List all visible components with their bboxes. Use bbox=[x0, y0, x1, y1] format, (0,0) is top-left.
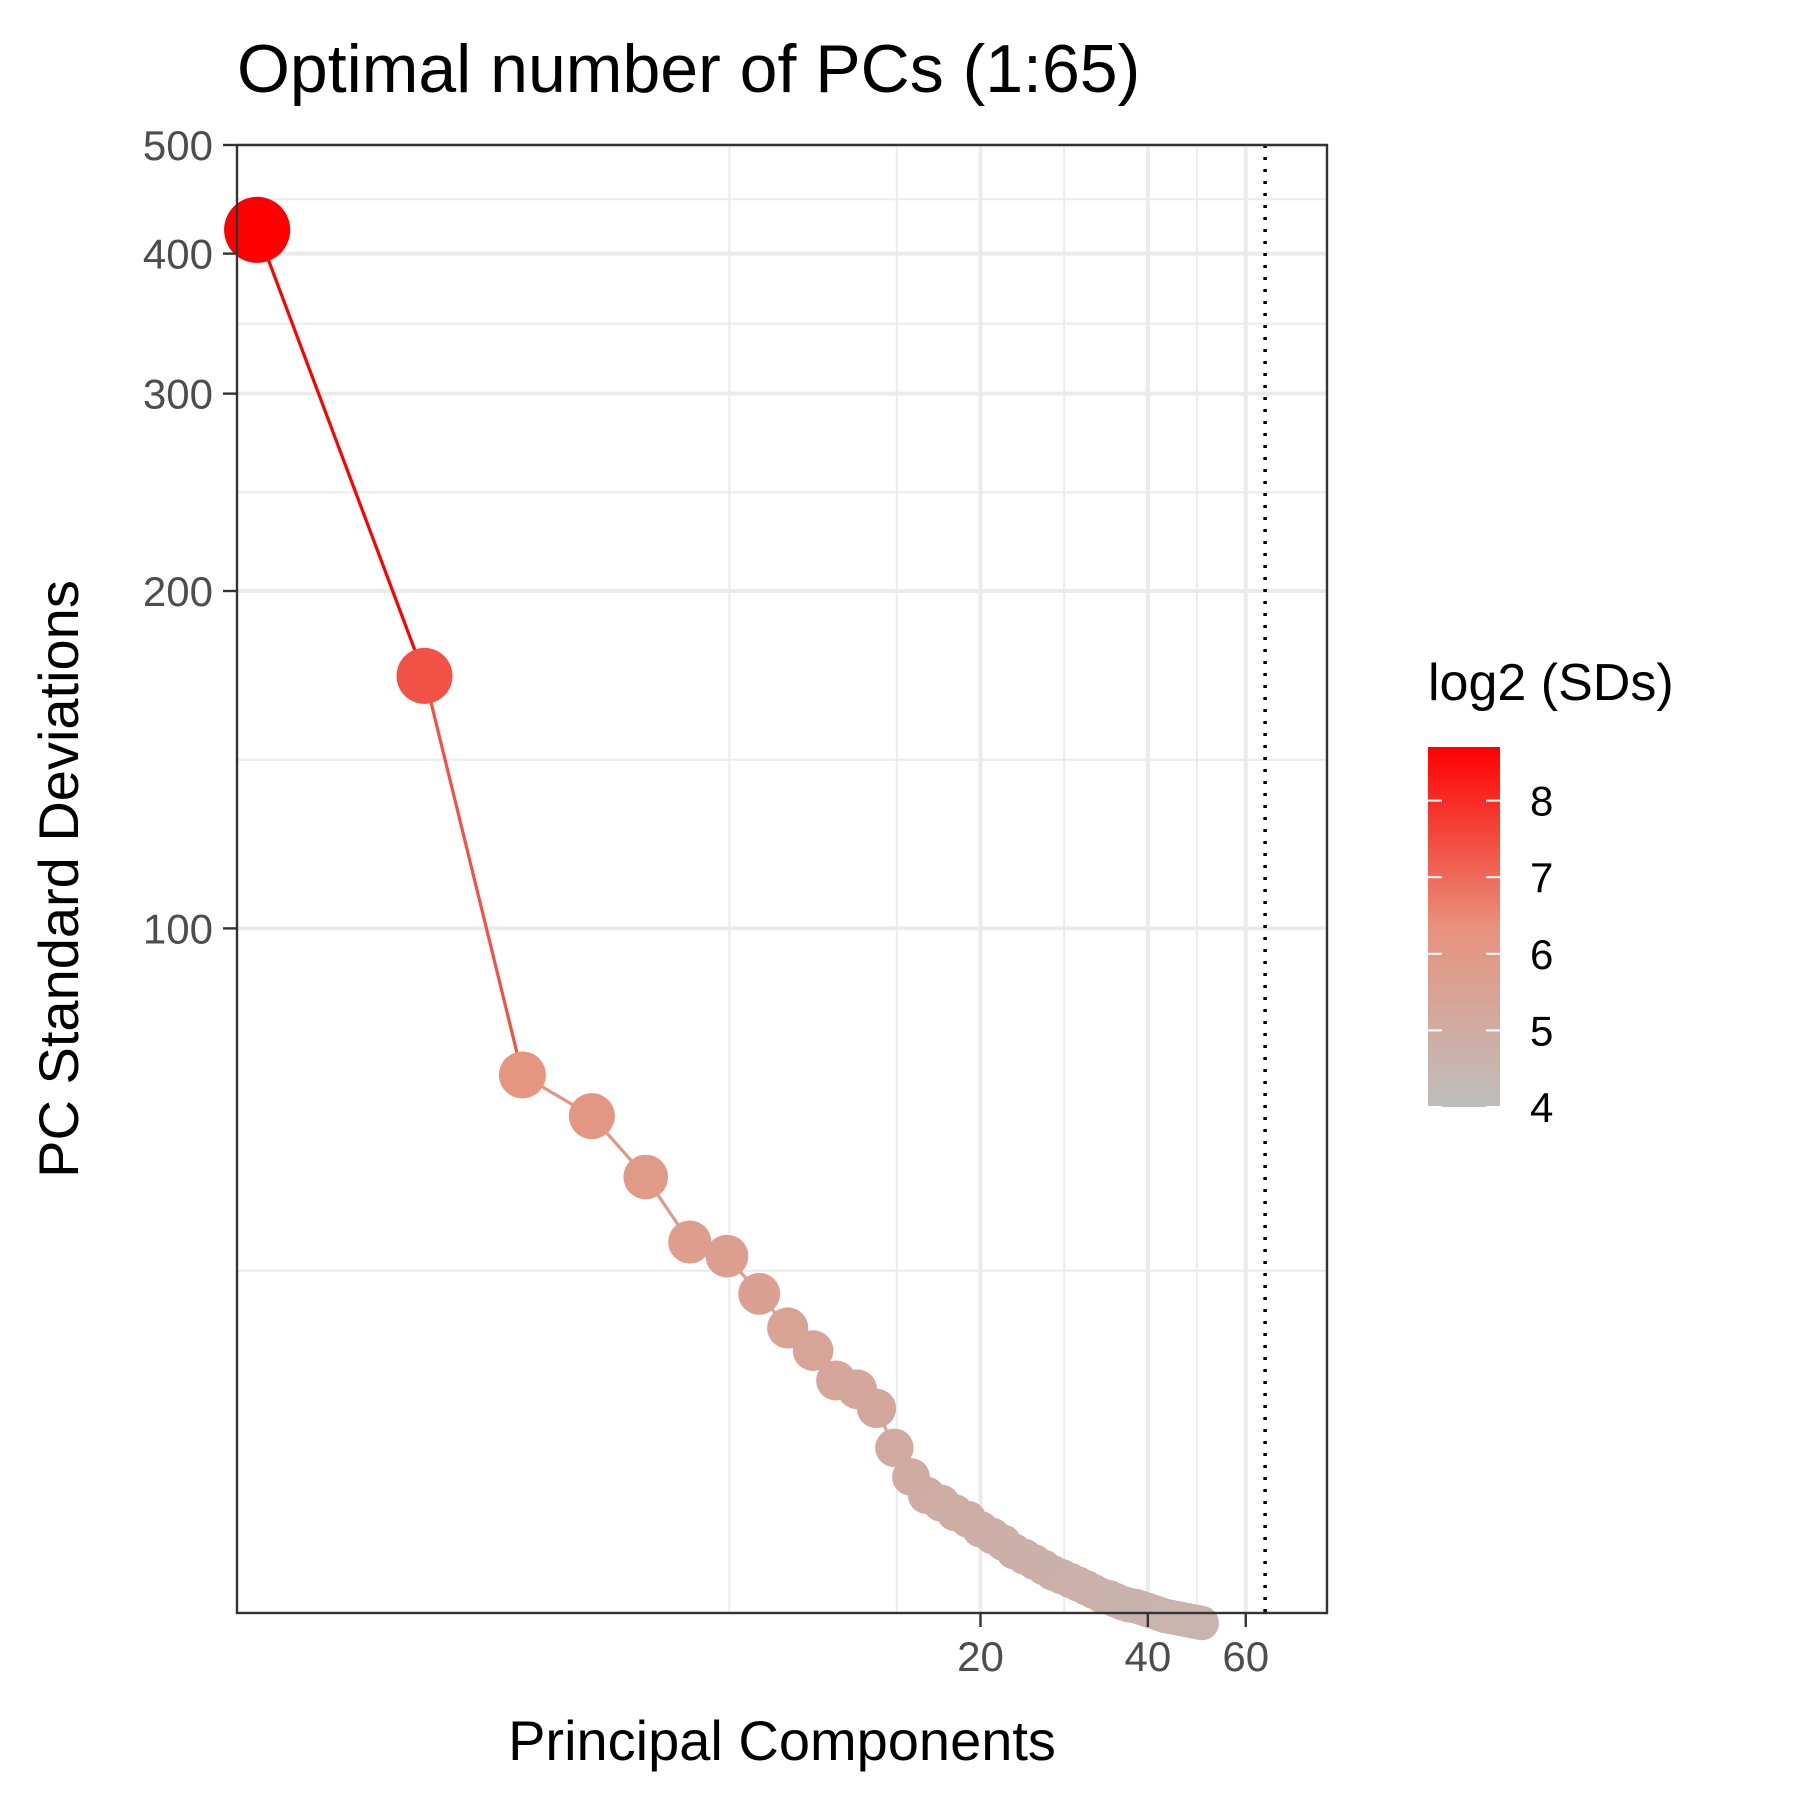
data-point bbox=[623, 1154, 669, 1200]
data-point bbox=[568, 1093, 615, 1140]
x-tick-label: 20 bbox=[957, 1633, 1004, 1680]
chart-title: Optimal number of PCs (1:65) bbox=[237, 31, 1140, 107]
line-segment bbox=[255, 229, 426, 677]
y-tick-label: 100 bbox=[143, 905, 213, 952]
data-point bbox=[705, 1234, 749, 1278]
data-point bbox=[224, 196, 291, 263]
x-tick-label: 40 bbox=[1124, 1633, 1171, 1680]
data-point bbox=[668, 1220, 712, 1264]
data-point bbox=[738, 1272, 781, 1315]
y-tick-label: 200 bbox=[143, 568, 213, 615]
legend-ticks: 4 5 6 7 8 bbox=[1428, 778, 1553, 1131]
legend-tick-label: 6 bbox=[1530, 931, 1553, 978]
y-tick-label: 300 bbox=[143, 371, 213, 418]
x-tick-label: 60 bbox=[1222, 1633, 1269, 1680]
x-axis-title: Principal Components bbox=[508, 1709, 1056, 1772]
data-points bbox=[224, 196, 1219, 1641]
legend-tick-label: 5 bbox=[1530, 1007, 1553, 1054]
legend-title: log2 (SDs) bbox=[1428, 654, 1674, 712]
y-tick-label: 500 bbox=[143, 122, 213, 169]
data-point bbox=[792, 1330, 834, 1371]
y-axis-ticks: 100 200 300 400 500 bbox=[143, 122, 237, 952]
data-point bbox=[856, 1388, 897, 1429]
data-point bbox=[1184, 1605, 1219, 1641]
data-point bbox=[396, 647, 453, 704]
legend-colorbar bbox=[1428, 747, 1500, 1107]
legend-tick-label: 7 bbox=[1530, 854, 1553, 901]
plot-panel-border bbox=[235, 143, 1329, 1615]
y-axis-title: PC Standard Deviations bbox=[27, 580, 90, 1178]
y-tick-label: 400 bbox=[143, 231, 213, 278]
plot-panel-background bbox=[237, 145, 1327, 1613]
data-point bbox=[498, 1051, 546, 1099]
line-segment bbox=[422, 675, 524, 1076]
data-point bbox=[875, 1428, 914, 1468]
legend-tick-label: 4 bbox=[1530, 1084, 1553, 1131]
legend-tick-label: 8 bbox=[1530, 778, 1553, 825]
x-axis-ticks: 20 40 60 bbox=[957, 1613, 1269, 1680]
